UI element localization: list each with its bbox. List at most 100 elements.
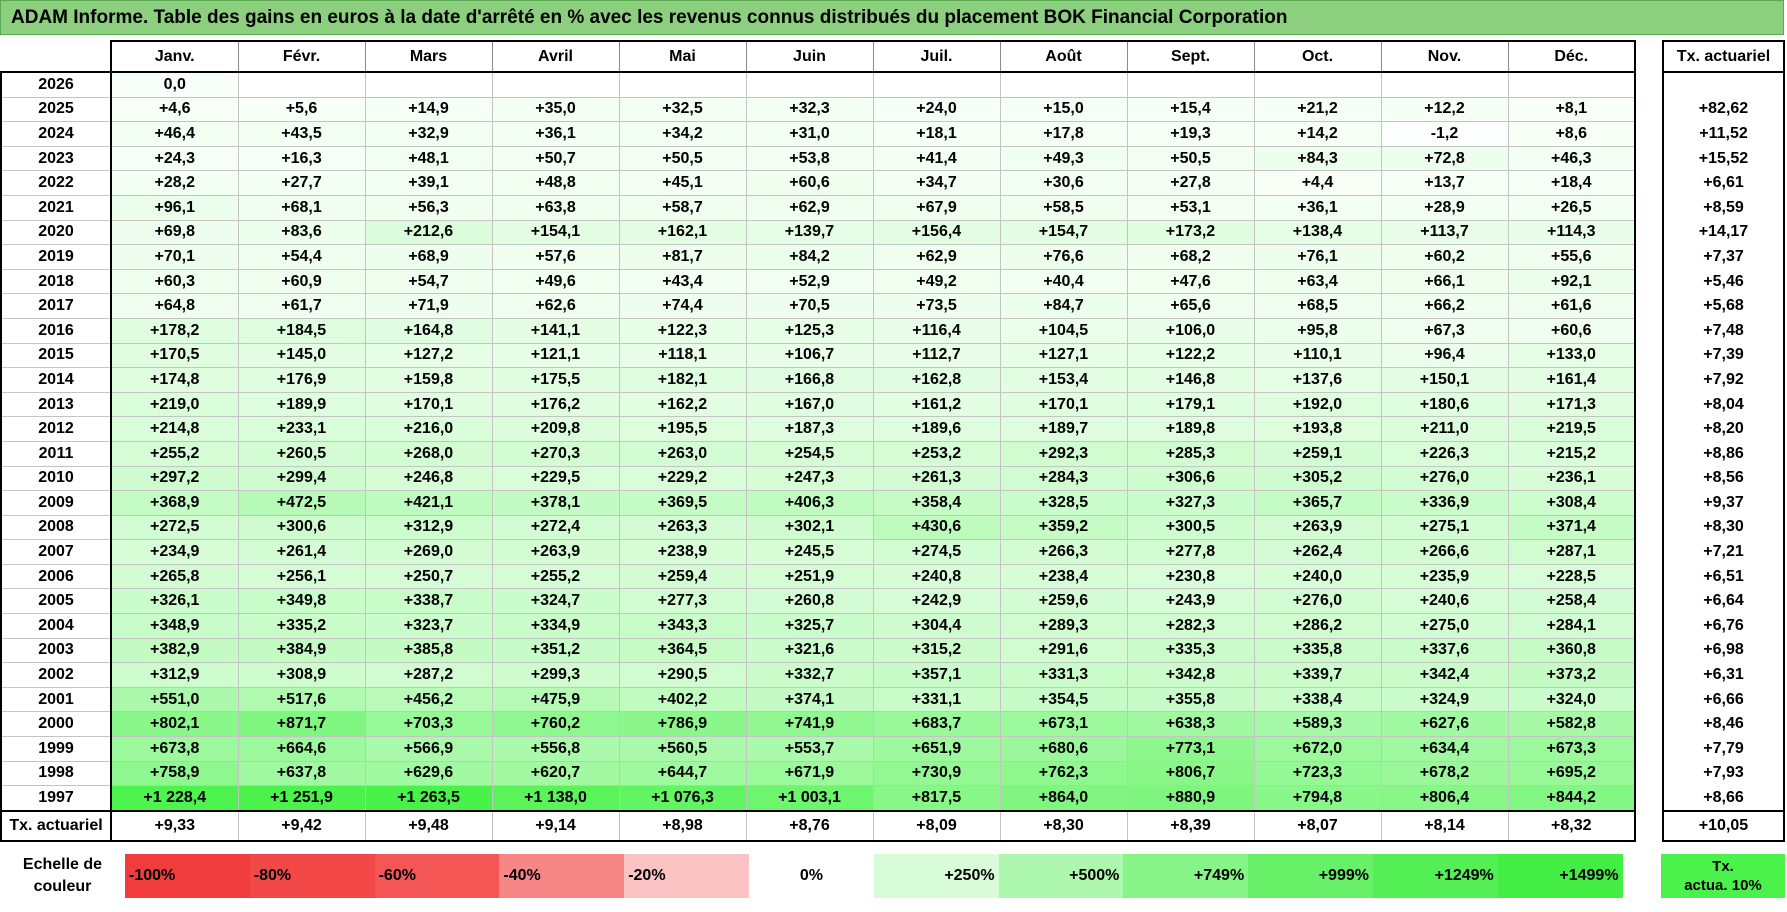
value-cell: +48,8 <box>491 170 620 196</box>
value-cell: +620,7 <box>491 760 620 787</box>
value-cell: +43,5 <box>237 121 366 147</box>
value-cell: +240,6 <box>1380 588 1509 615</box>
year-cell: 2006 <box>0 563 112 590</box>
value-cell: +275,0 <box>1380 613 1509 639</box>
value-cell: +1 263,5 <box>364 785 493 812</box>
rate-row: +7,39 <box>1662 343 1785 368</box>
value-cell: +41,4 <box>872 145 1001 172</box>
value-cell: +40,4 <box>999 268 1128 295</box>
value-cell: +47,6 <box>1126 268 1255 295</box>
value-cell: +60,2 <box>1380 244 1509 270</box>
value-cell: +589,3 <box>1253 711 1382 738</box>
rate-row <box>1662 70 1785 98</box>
page-title: ADAM Informe. Table des gains en euros à… <box>0 0 1784 35</box>
value-cell: +74,4 <box>618 293 747 319</box>
value-cell: +315,2 <box>872 637 1001 664</box>
value-cell: +32,3 <box>745 96 874 123</box>
value-cell: +644,7 <box>618 760 747 787</box>
value-cell: +703,3 <box>364 711 493 738</box>
value-cell: +13,7 <box>1380 170 1509 196</box>
month-header: Sept. <box>1126 40 1255 73</box>
value-cell: +308,4 <box>1507 490 1636 516</box>
value-cell: +277,8 <box>1126 539 1255 565</box>
value-cell <box>1380 71 1509 98</box>
year-cell: 2008 <box>0 514 112 541</box>
value-cell: +263,9 <box>491 539 620 565</box>
rate-row: +5,68 <box>1662 293 1785 319</box>
value-cell: +76,1 <box>1253 244 1382 270</box>
value-cell: +125,3 <box>745 317 874 344</box>
value-cell: +287,2 <box>364 662 493 688</box>
value-cell: +269,0 <box>364 539 493 565</box>
value-cell: +63,8 <box>491 194 620 221</box>
value-cell: +60,3 <box>110 268 239 295</box>
value-cell: -1,2 <box>1380 121 1509 147</box>
value-cell: +234,9 <box>110 539 239 565</box>
table-row: 2016 +178,2 +184,5 +164,8 +141,1 +122,3 +125,3… <box>0 317 1636 344</box>
rate-row: +8,56 <box>1662 466 1785 491</box>
value-cell: +331,1 <box>872 686 1001 713</box>
color-scale-actuarial-line1: Tx. <box>1712 858 1734 875</box>
value-cell: +50,5 <box>1126 145 1255 172</box>
value-cell: +211,0 <box>1380 416 1509 442</box>
value-cell: +368,9 <box>110 490 239 516</box>
rate-cell: +8,86 <box>1662 441 1785 466</box>
table-row: 2000 +802,1 +871,7 +703,3 +760,2 +786,9 +741,9… <box>0 711 1636 738</box>
annual-rate-cell: +8,76 <box>745 809 874 842</box>
value-cell: +150,1 <box>1380 367 1509 393</box>
value-cell: +238,9 <box>618 539 747 565</box>
value-cell: +175,5 <box>491 367 620 393</box>
value-cell: +162,8 <box>872 367 1001 393</box>
rate-cell: +8,56 <box>1662 466 1785 491</box>
value-cell: +817,5 <box>872 785 1001 812</box>
rate-cell: +9,37 <box>1662 490 1785 516</box>
year-cell: 1998 <box>0 760 112 787</box>
rate-cell: +7,92 <box>1662 367 1785 393</box>
table-row: 2012 +214,8 +233,1 +216,0 +209,8 +195,5 +187,3… <box>0 416 1636 442</box>
value-cell: +96,1 <box>110 194 239 221</box>
value-cell: +263,0 <box>618 440 747 467</box>
color-scale-swatch: 0% <box>748 854 874 898</box>
color-scale-swatch: -20% <box>624 854 749 898</box>
table-row: 2011 +255,2 +260,5 +268,0 +270,3 +263,0 +254,5… <box>0 440 1636 467</box>
value-cell: +179,1 <box>1126 391 1255 418</box>
year-cell: 2002 <box>0 662 112 688</box>
value-cell: +61,7 <box>237 293 366 319</box>
table-row: 2015 +170,5 +145,0 +127,2 +121,1 +118,1 +106,7… <box>0 342 1636 369</box>
value-cell: +806,7 <box>1126 760 1255 787</box>
value-cell: +106,0 <box>1126 317 1255 344</box>
rate-row: +11,52 <box>1662 121 1785 147</box>
value-cell: +472,5 <box>237 490 366 516</box>
table-row: 2017 +64,8 +61,7 +71,9 +62,6 +74,4 +70,5 +73,5 +… <box>0 293 1636 319</box>
value-cell: +306,6 <box>1126 465 1255 492</box>
value-cell: +289,3 <box>999 613 1128 639</box>
value-cell: +8,1 <box>1507 96 1636 123</box>
value-cell: +30,6 <box>999 170 1128 196</box>
year-cell: 2014 <box>0 367 112 393</box>
annual-rate-cell: +8,14 <box>1380 809 1509 842</box>
value-cell: +159,8 <box>364 367 493 393</box>
value-cell: +60,6 <box>745 170 874 196</box>
value-cell: +153,4 <box>999 367 1128 393</box>
value-cell: +4,4 <box>1253 170 1382 196</box>
value-cell: +284,1 <box>1507 613 1636 639</box>
value-cell: +73,5 <box>872 293 1001 319</box>
month-header: Juin <box>745 40 874 73</box>
value-cell: +229,2 <box>618 465 747 492</box>
annual-rate-cell: +9,48 <box>364 809 493 842</box>
month-header: Févr. <box>237 40 366 73</box>
rate-cell: +14,17 <box>1662 220 1785 245</box>
value-cell: +673,1 <box>999 711 1128 738</box>
value-cell: +121,1 <box>491 342 620 369</box>
value-cell: +364,5 <box>618 637 747 664</box>
value-cell: +258,4 <box>1507 588 1636 615</box>
value-cell: +212,6 <box>364 219 493 246</box>
value-cell: +66,2 <box>1380 293 1509 319</box>
value-cell: +297,2 <box>110 465 239 492</box>
rate-row: +7,92 <box>1662 367 1785 393</box>
value-cell: +68,5 <box>1253 293 1382 319</box>
value-cell: +192,0 <box>1253 391 1382 418</box>
value-cell: +68,2 <box>1126 244 1255 270</box>
value-cell: +773,1 <box>1126 736 1255 762</box>
value-cell: +299,4 <box>237 465 366 492</box>
